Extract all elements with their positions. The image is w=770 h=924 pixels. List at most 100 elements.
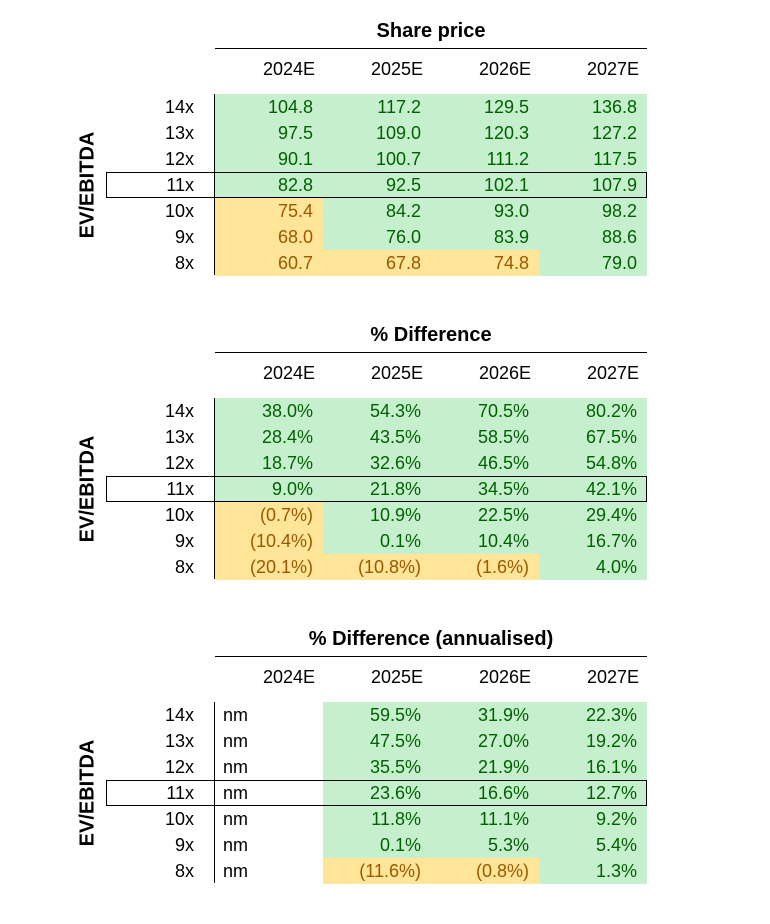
table-cell: 127.2 bbox=[539, 120, 647, 146]
y-axis-label-text: EV/EBITDA bbox=[76, 131, 99, 239]
table-cell: 10.9% bbox=[323, 502, 431, 528]
table-panel-2: % Difference 2024E 2025E 2026E 2027E EV/EBITD… bbox=[0, 322, 770, 592]
table-cell: 38.0% bbox=[215, 398, 323, 424]
y-axis-label: EV/EBITDA bbox=[73, 409, 103, 569]
row-label: 13x bbox=[164, 427, 194, 447]
row-label: 12x bbox=[164, 453, 194, 473]
table-cell: nm bbox=[223, 731, 249, 751]
row-label: 10x bbox=[164, 809, 194, 829]
table-cell: 82.8 bbox=[215, 172, 323, 198]
row-label: 14x bbox=[164, 705, 194, 725]
table-cell: 4.0% bbox=[539, 554, 647, 580]
table-cell: 28.4% bbox=[215, 424, 323, 450]
table-cell: nm bbox=[223, 861, 249, 881]
column-header: 2025E bbox=[370, 59, 423, 79]
title-underline bbox=[215, 352, 647, 353]
column-header: 2027E bbox=[586, 667, 639, 687]
table-title: % Difference bbox=[370, 324, 492, 346]
highlight-row-box bbox=[106, 172, 647, 198]
table-cell: 97.5 bbox=[215, 120, 323, 146]
table-cell: 0.1% bbox=[323, 528, 431, 554]
row-divider-line bbox=[214, 94, 215, 275]
row-label: 14x bbox=[164, 401, 194, 421]
table-cell: 31.9% bbox=[431, 702, 539, 728]
table-cell: 100.7 bbox=[323, 146, 431, 172]
table-cell: 42.1% bbox=[539, 476, 647, 502]
table-cell: 5.4% bbox=[539, 832, 647, 858]
table-cell: 11.8% bbox=[323, 806, 431, 832]
y-axis-label-text: EV/EBITDA bbox=[76, 435, 99, 543]
table-cell: 22.5% bbox=[431, 502, 539, 528]
column-header: 2024E bbox=[262, 363, 315, 383]
table-cell: 12.7% bbox=[539, 780, 647, 806]
table-cell: 22.3% bbox=[539, 702, 647, 728]
column-header: 2027E bbox=[586, 363, 639, 383]
table-cell: 58.5% bbox=[431, 424, 539, 450]
table-cell: 54.3% bbox=[323, 398, 431, 424]
table-cell: 109.0 bbox=[323, 120, 431, 146]
table-cell: 19.2% bbox=[539, 728, 647, 754]
table-cell: 18.7% bbox=[215, 450, 323, 476]
column-header: 2025E bbox=[370, 363, 423, 383]
table-cell: 107.9 bbox=[539, 172, 647, 198]
table-cell: 10.4% bbox=[431, 528, 539, 554]
table-cell: 104.8 bbox=[215, 94, 323, 120]
table-cell: 84.2 bbox=[323, 198, 431, 224]
table-cell: 1.3% bbox=[539, 858, 647, 884]
row-label: 11x bbox=[166, 783, 194, 803]
table-cell: 70.5% bbox=[431, 398, 539, 424]
table-cell: 21.8% bbox=[323, 476, 431, 502]
table-cell: 9.2% bbox=[539, 806, 647, 832]
row-label: 11x bbox=[166, 479, 194, 499]
table-cell: 136.8 bbox=[539, 94, 647, 120]
row-label: 12x bbox=[164, 757, 194, 777]
table-cell: (10.4%) bbox=[215, 528, 323, 554]
table-cell: 117.2 bbox=[323, 94, 431, 120]
y-axis-label-text: EV/EBITDA bbox=[76, 739, 99, 847]
column-header: 2024E bbox=[262, 59, 315, 79]
table-title: Share price bbox=[376, 20, 486, 42]
table-cell: 75.4 bbox=[215, 198, 323, 224]
table-cell: 16.7% bbox=[539, 528, 647, 554]
highlight-row-box bbox=[106, 476, 647, 502]
table-cell: 27.0% bbox=[431, 728, 539, 754]
table-cell: 29.4% bbox=[539, 502, 647, 528]
title-underline bbox=[215, 48, 647, 49]
table-cell: nm bbox=[223, 835, 249, 855]
row-label: 10x bbox=[164, 505, 194, 525]
table-cell: 76.0 bbox=[323, 224, 431, 250]
table-cell: 43.5% bbox=[323, 424, 431, 450]
table-cell: nm bbox=[223, 783, 249, 803]
table-cell: 98.2 bbox=[539, 198, 647, 224]
table-cell: 21.9% bbox=[431, 754, 539, 780]
column-header: 2024E bbox=[262, 667, 315, 687]
table-cell: 79.0 bbox=[539, 250, 647, 276]
table-panel-3: % Difference (annualised) 2024E 2025E 2026E… bbox=[0, 626, 770, 896]
table-cell: 74.8 bbox=[431, 250, 539, 276]
table-cell: (1.6%) bbox=[431, 554, 539, 580]
table-cell: 5.3% bbox=[431, 832, 539, 858]
row-label: 8x bbox=[174, 253, 194, 273]
table-cell: (0.7%) bbox=[215, 502, 323, 528]
table-cell: 54.8% bbox=[539, 450, 647, 476]
table-cell: 11.1% bbox=[431, 806, 539, 832]
table-cell: 117.5 bbox=[539, 146, 647, 172]
row-label: 14x bbox=[164, 97, 194, 117]
table-cell: 80.2% bbox=[539, 398, 647, 424]
table-cell: 9.0% bbox=[215, 476, 323, 502]
highlight-row-box bbox=[106, 780, 647, 806]
table-cell: 90.1 bbox=[215, 146, 323, 172]
column-header: 2027E bbox=[586, 59, 639, 79]
row-label: 13x bbox=[164, 731, 194, 751]
column-header: 2025E bbox=[370, 667, 423, 687]
table-cell: 60.7 bbox=[215, 250, 323, 276]
table-cell: 120.3 bbox=[431, 120, 539, 146]
table-cell: (11.6%) bbox=[323, 858, 431, 884]
table-cell: 83.9 bbox=[431, 224, 539, 250]
row-label: 11x bbox=[166, 175, 194, 195]
row-label: 10x bbox=[164, 201, 194, 221]
table-cell: 16.6% bbox=[431, 780, 539, 806]
row-label: 13x bbox=[164, 123, 194, 143]
title-underline bbox=[215, 656, 647, 657]
table-cell: 67.5% bbox=[539, 424, 647, 450]
